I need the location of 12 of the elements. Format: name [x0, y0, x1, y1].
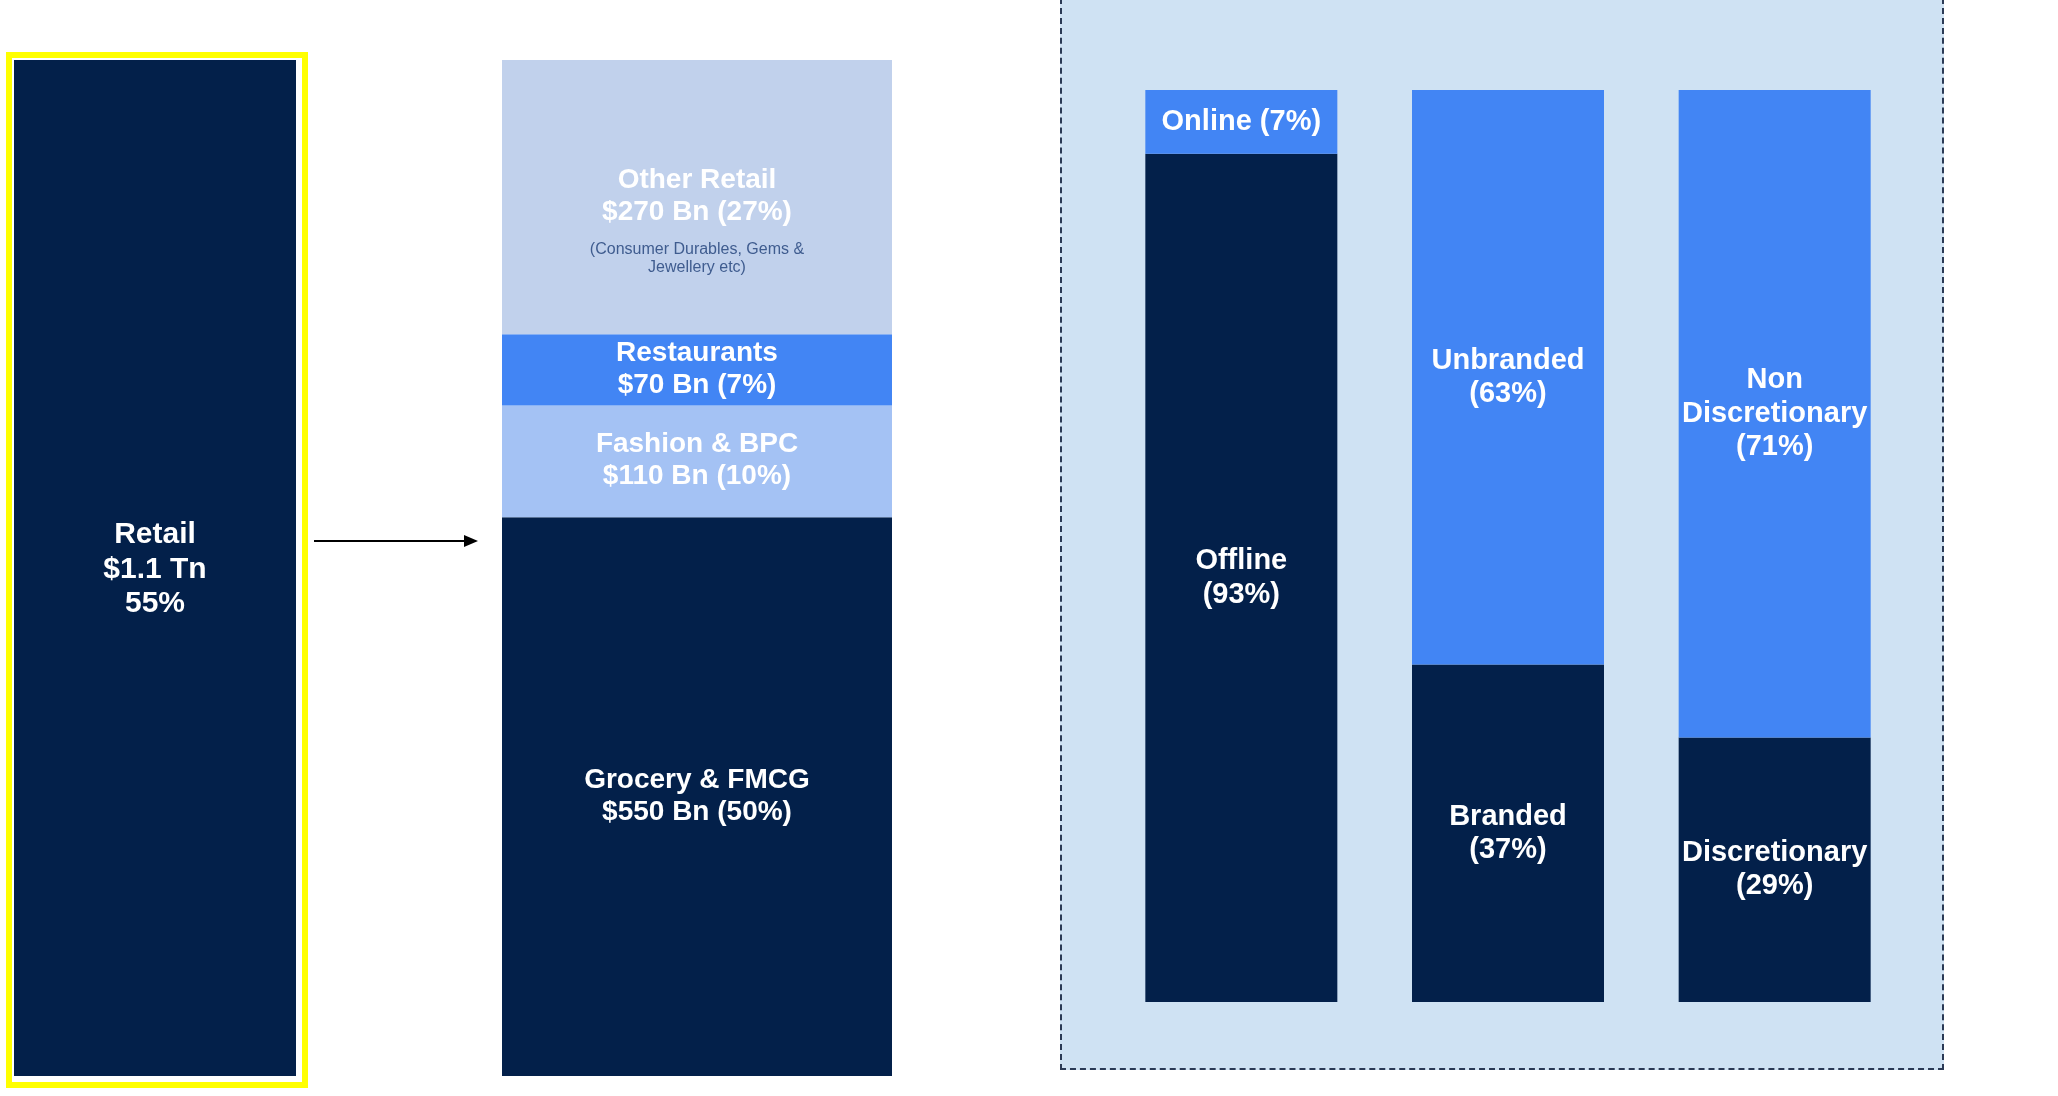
data-label: Offline (93%): [1195, 542, 1288, 609]
data-label: Unbranded (63%): [1431, 342, 1585, 408]
data-label: Branded (37%): [1449, 798, 1567, 864]
data-label: Discretionary (29%): [1681, 834, 1868, 901]
data-label: Restaurants $70 Bn (7%): [616, 336, 778, 400]
text: Retail $1.1 Tn 55%: [103, 516, 207, 620]
annotation: (Consumer Durables, Gems & Jewellery etc): [588, 240, 806, 276]
data-label: Non Discretionary (71%): [1681, 362, 1868, 461]
data-label: Grocery & FMCG $550 Bn (50%): [584, 762, 810, 827]
data-label: Fashion & BPC $110 Bn (10%): [595, 427, 799, 491]
data-label: Other Retail $270 Bn (27%): [602, 163, 792, 227]
data-label: Online (7%): [1161, 103, 1322, 136]
